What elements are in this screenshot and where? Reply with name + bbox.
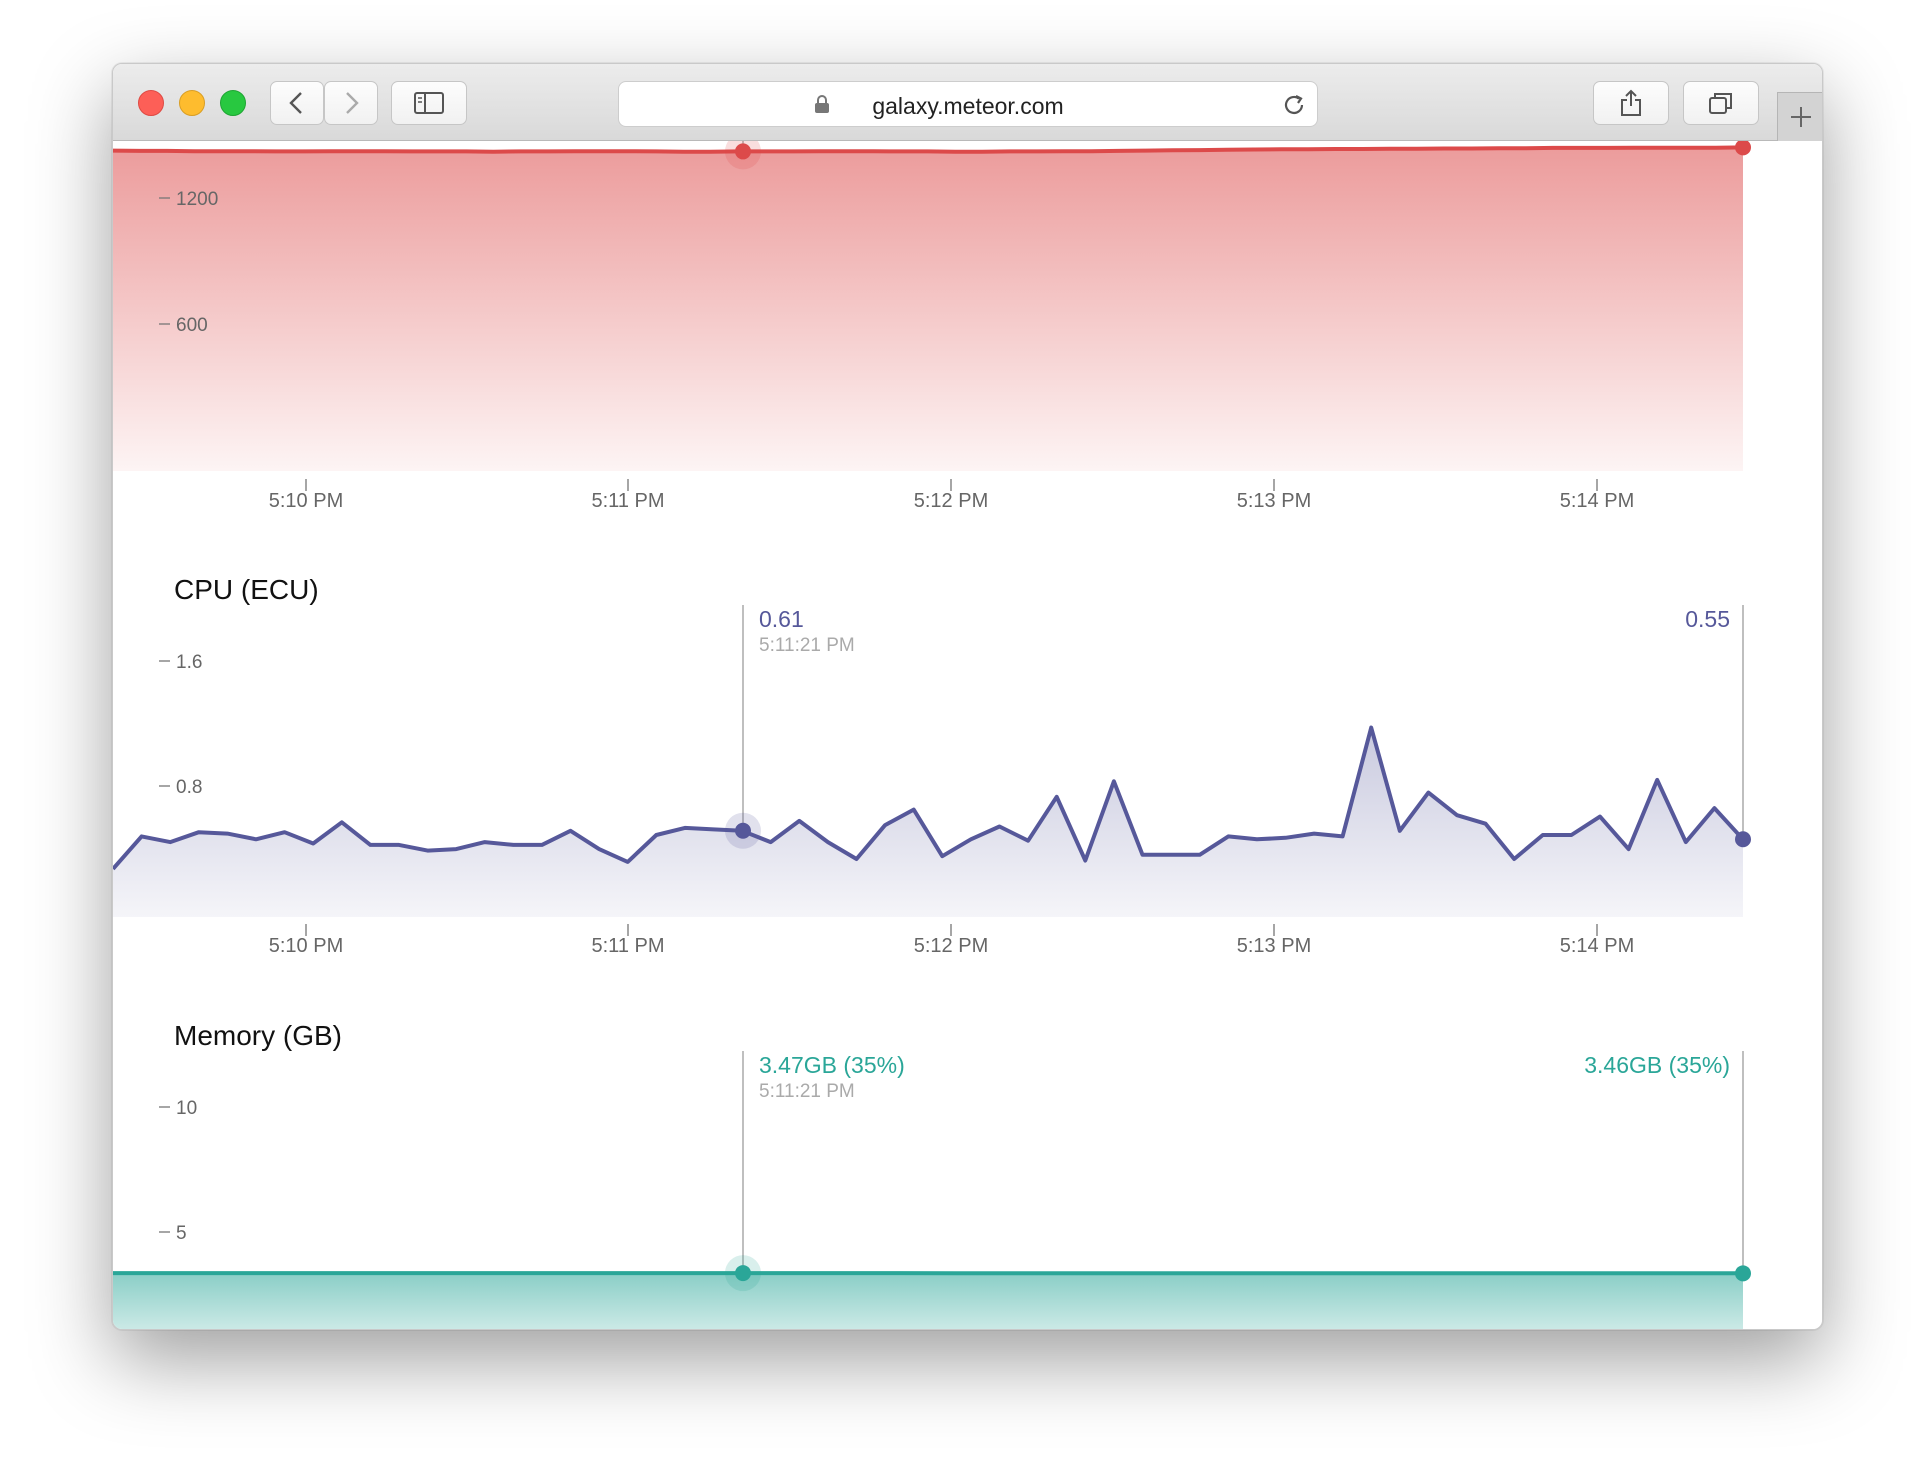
share-icon [1621,89,1641,116]
area-fill-2 [113,1273,1743,1329]
back-button[interactable] [270,81,324,125]
y-tick-label: 600 [176,315,208,336]
y-tick-label: 1200 [176,189,218,210]
x-tick-label: 5:12 PM [914,935,988,957]
x-tick-label: 5:11 PM [592,490,665,512]
current-point [1735,141,1751,156]
x-tick-label: 5:10 PM [269,935,343,957]
forward-button[interactable] [324,81,378,125]
x-tick-label: 5:12 PM [914,490,988,512]
current-value: 0.55 [1685,606,1730,632]
x-tick-label: 5:14 PM [1560,935,1634,957]
y-tick-label: 1.6 [176,652,202,673]
browser-window: galaxy.meteor.com 1200 600 5:10 PM 5:11 PM 5… [112,63,1823,1330]
new-tab-icon [1791,107,1811,127]
x-tick-label: 5:13 PM [1237,935,1311,957]
forward-icon [346,92,359,114]
x-tick-label: 5:11 PM [592,935,665,957]
area-fill-1 [113,727,1743,917]
share-button[interactable] [1593,81,1669,125]
x-tick-label: 5:10 PM [269,490,343,512]
sidebar-icon [414,92,444,114]
area-fill-0 [113,147,1743,471]
tabs-icon [1709,93,1732,114]
url-text: galaxy.meteor.com [872,93,1064,119]
hover-time: 5:11:21 PM [759,1081,855,1102]
chart-0: 1200 600 5:10 PM 5:11 PM 5:12 PM 5:13 PM 5:14 … [113,141,1751,512]
show-tabs-button[interactable] [1683,81,1759,125]
sidebar-button[interactable] [391,81,467,125]
x-tick-label: 5:14 PM [1560,490,1634,512]
browser-toolbar: galaxy.meteor.com [113,64,1822,141]
address-bar[interactable]: galaxy.meteor.com [618,81,1318,127]
hover-value: 3.47GB (35%) [759,1052,905,1078]
current-point [1735,1265,1751,1282]
hover-time: 5:11:21 PM [759,635,855,656]
y-tick-label: 5 [176,1223,187,1244]
chart-title: CPU (ECU) [174,574,319,605]
y-tick-label: 0.8 [176,777,202,798]
page-content: 1200 600 5:10 PM 5:11 PM 5:12 PM 5:13 PM 5:14 … [113,141,1822,1329]
series-line-1 [113,725,1745,871]
x-tick-label: 5:13 PM [1237,490,1311,512]
lock-icon [815,95,829,113]
metrics-charts: 1200 600 5:10 PM 5:11 PM 5:12 PM 5:13 PM 5:14 … [113,141,1751,1329]
y-tick-label: 10 [176,1098,197,1119]
minimize-window-button[interactable] [179,90,205,116]
zoom-window-button[interactable] [220,90,246,116]
hover-value: 0.61 [759,606,804,632]
series-line-0 [113,145,1744,154]
current-point [1735,831,1751,848]
chart-1: 1.6 0.8 5:10 PM 5:11 PM 5:12 PM 5:13 PM 5:14 P… [113,574,1751,957]
hover-point [735,1265,751,1282]
close-window-button[interactable] [138,90,164,116]
reload-icon[interactable] [1281,92,1307,118]
back-icon [289,92,302,114]
new-tab-button[interactable] [1777,92,1822,141]
hover-point [735,822,751,839]
chart-2: 1055:10 PM5:11 PM5:12 PM5:13 PM5:14 PMMe… [113,1020,1751,1329]
chart-title: Memory (GB) [174,1020,342,1051]
current-value: 3.46GB (35%) [1584,1052,1730,1078]
hover-point [735,143,751,160]
